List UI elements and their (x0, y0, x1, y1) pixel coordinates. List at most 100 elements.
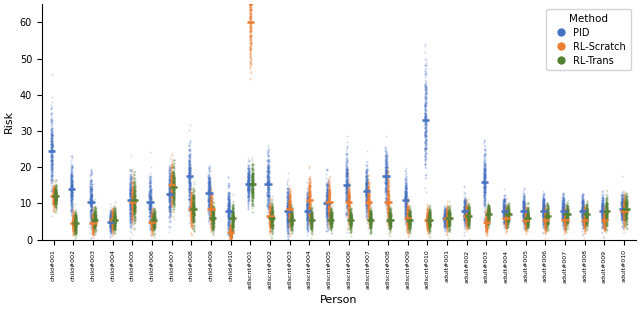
Point (225, 235, 236, 239)
Point (617, 215, 627, 220)
Point (383, 188, 394, 193)
Point (363, 188, 373, 193)
Point (303, 205, 313, 210)
Point (562, 206, 572, 211)
Point (71, 222, 81, 227)
Point (617, 211, 627, 216)
Point (325, 217, 335, 222)
Point (523, 206, 533, 211)
Point (287, 220, 297, 225)
Point (326, 222, 337, 227)
Point (165, 213, 175, 218)
Point (403, 223, 413, 228)
Point (90, 226, 100, 231)
Point (381, 188, 391, 193)
Point (618, 220, 628, 225)
Point (88, 218, 98, 223)
Point (282, 216, 292, 221)
Point (88, 224, 98, 229)
Point (223, 220, 233, 225)
Point (481, 217, 492, 222)
Point (577, 193, 588, 198)
Point (463, 209, 474, 214)
Point (164, 172, 174, 177)
Point (383, 197, 394, 202)
Point (246, 174, 257, 179)
Point (484, 212, 494, 217)
Point (266, 221, 276, 226)
Point (523, 214, 533, 219)
Point (366, 214, 376, 219)
Point (479, 183, 490, 188)
Point (380, 181, 390, 186)
Point (145, 214, 155, 219)
Point (518, 208, 529, 213)
Point (404, 222, 415, 227)
Point (401, 194, 411, 199)
Point (285, 216, 295, 221)
Point (617, 193, 627, 197)
Point (109, 207, 120, 212)
Point (206, 217, 216, 222)
Point (346, 225, 356, 230)
Point (244, 40, 255, 45)
Point (598, 211, 608, 216)
Point (559, 196, 569, 201)
Point (382, 200, 392, 205)
Point (49, 198, 59, 203)
Point (579, 220, 589, 225)
Point (520, 218, 531, 223)
Point (581, 207, 591, 212)
Point (501, 219, 511, 224)
Point (538, 208, 548, 213)
Point (302, 206, 312, 211)
Point (463, 215, 474, 220)
Point (167, 179, 177, 184)
Point (70, 215, 80, 220)
Point (462, 219, 472, 224)
Point (346, 214, 356, 219)
Point (577, 212, 588, 217)
Point (561, 209, 572, 214)
Point (130, 193, 140, 197)
Point (168, 188, 178, 193)
Point (228, 214, 238, 219)
Point (51, 193, 61, 198)
Point (424, 218, 435, 223)
Point (403, 216, 413, 221)
Point (343, 190, 353, 195)
Point (305, 176, 315, 181)
Point (228, 215, 238, 220)
Point (440, 219, 451, 224)
Point (444, 212, 454, 217)
Point (204, 194, 214, 199)
Point (560, 210, 570, 215)
Point (444, 216, 454, 221)
Point (168, 185, 178, 190)
Point (462, 218, 472, 222)
Point (125, 167, 135, 172)
Point (401, 212, 412, 217)
Point (619, 206, 629, 211)
Point (401, 192, 412, 197)
Point (482, 223, 492, 228)
Point (185, 196, 195, 201)
Point (541, 213, 551, 218)
Point (540, 220, 550, 225)
Point (287, 218, 298, 222)
Point (538, 205, 548, 210)
Point (600, 227, 610, 232)
Point (599, 225, 609, 230)
Point (164, 195, 175, 200)
Point (344, 212, 354, 217)
Point (207, 192, 217, 197)
Point (402, 223, 412, 228)
Point (599, 216, 609, 221)
Point (68, 224, 78, 229)
Point (184, 171, 194, 176)
Point (48, 186, 58, 191)
Point (616, 207, 627, 212)
Point (342, 205, 353, 210)
Point (483, 203, 493, 208)
Point (346, 221, 356, 226)
